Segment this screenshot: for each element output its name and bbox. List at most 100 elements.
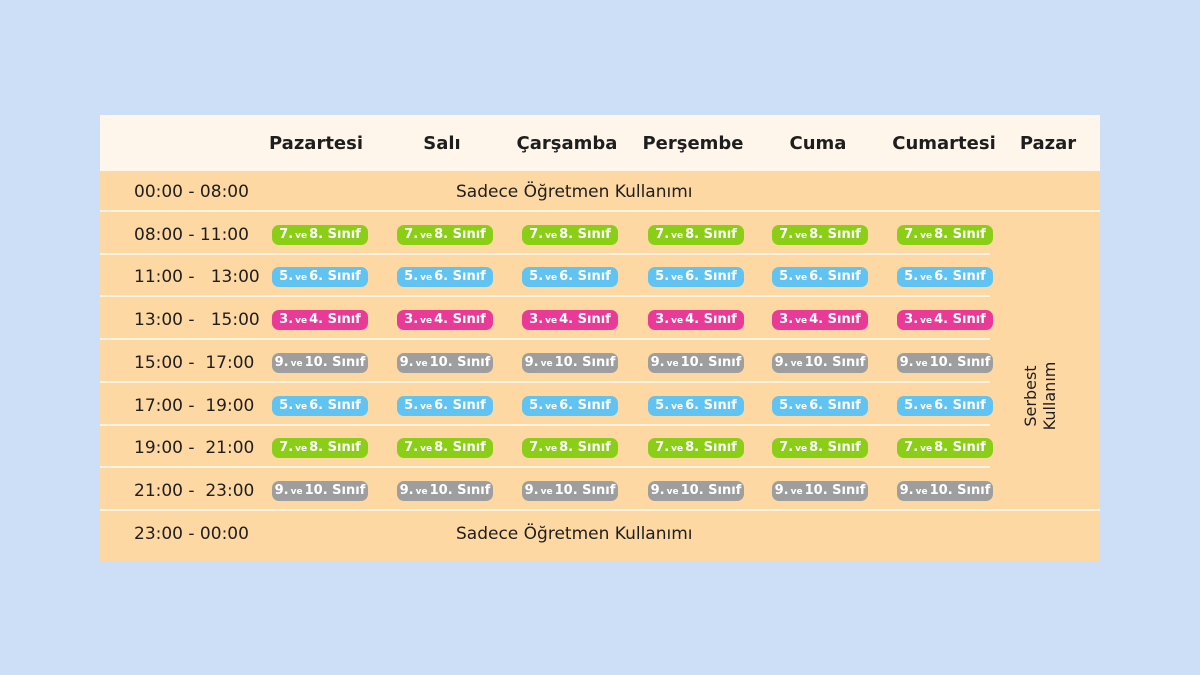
day-header-friday: Cuma [789,133,847,154]
class-badge-first-grade: 5. [779,397,794,413]
class-badge-conjunction: ve [671,273,684,284]
class-badge-second-grade: 4. Sınıf [934,312,986,328]
class-badge-first-grade: 7. [279,226,294,242]
class-badge-conjunction: ve [795,273,808,284]
class-badge-conjunction: ve [795,444,808,455]
day-header-saturday: Cumartesi [892,133,996,154]
class-badge: 7. ve 8. Sınıf [772,224,868,245]
class-badge-second-grade: 8. Sınıf [309,440,361,456]
class-badge: 5. ve 6. Sınıf [272,395,368,416]
class-badge-second-grade: 8. Sınıf [559,440,611,456]
class-badge-second-grade: 8. Sınıf [309,226,361,242]
class-badge-second-grade: 4. Sınıf [559,312,611,328]
class-badge-second-grade: 8. Sınıf [434,226,486,242]
class-badge-conjunction: ve [666,358,679,369]
class-badge: 9. ve 10. Sınıf [397,352,493,373]
class-badge-first-grade: 3. [279,312,294,328]
class-badge-first-grade: 9. [524,354,539,370]
class-badge: 5. ve 6. Sınıf [272,267,368,288]
class-badge-second-grade: 10. Sınıf [680,482,742,498]
class-badge-second-grade: 8. Sınıf [809,226,861,242]
class-badge: 7. ve 8. Sınıf [272,224,368,245]
class-badge-conjunction: ve [795,401,808,412]
time-slot-label: 13:00 - 15:00 [134,310,260,331]
class-badge-first-grade: 5. [404,397,419,413]
class-badge-conjunction: ve [545,273,558,284]
class-badge-first-grade: 7. [779,440,794,456]
time-slot-label: 15:00 - 17:00 [134,352,255,373]
class-badge-second-grade: 10. Sınıf [804,354,866,370]
class-badge-conjunction: ve [920,273,933,284]
class-badge-conjunction: ve [545,316,558,327]
class-badge-second-grade: 10. Sınıf [304,354,366,370]
class-badge-conjunction: ve [671,401,684,412]
class-badge-second-grade: 6. Sınıf [434,269,486,285]
class-badge: 7. ve 8. Sınıf [648,438,744,459]
class-badge-second-grade: 8. Sınıf [809,440,861,456]
time-slot-label: 17:00 - 19:00 [134,395,255,416]
class-badge-second-grade: 6. Sınıf [809,269,861,285]
class-badge-second-grade: 10. Sınıf [554,354,616,370]
class-badge-first-grade: 7. [655,440,670,456]
class-badge-second-grade: 6. Sınıf [559,269,611,285]
class-badge: 9. ve 10. Sınıf [897,480,993,501]
day-header-monday: Pazartesi [268,133,364,154]
class-badge: 5. ve 6. Sınıf [397,267,493,288]
schedule-row: 21:00 - 23:00 9. ve 10. Sınıf 9. ve 10. Sınıf 9… [100,470,1100,511]
class-badge: 9. ve 10. Sınıf [648,352,744,373]
class-badge-conjunction: ve [920,316,933,327]
class-badge-second-grade: 10. Sınıf [929,354,991,370]
class-badge-second-grade: 6. Sınıf [434,397,486,413]
class-badge-conjunction: ve [540,358,553,369]
time-slot-label: 08:00 - 11:00 [134,224,249,245]
class-badge-second-grade: 6. Sınıf [309,397,361,413]
class-badge-first-grade: 5. [655,397,670,413]
class-badge-second-grade: 4. Sınıf [809,312,861,328]
class-badge-first-grade: 5. [655,269,670,285]
class-badge-conjunction: ve [420,444,433,455]
class-badge-first-grade: 9. [524,482,539,498]
class-badge-first-grade: 9. [399,482,414,498]
time-slot-label: 21:00 - 23:00 [134,480,255,501]
class-badge-first-grade: 3. [655,312,670,328]
class-badge: 9. ve 10. Sınıf [772,480,868,501]
schedule-table: Pazartesi Salı Çarşamba Perşembe Cuma Cu… [100,115,1100,561]
class-badge-first-grade: 9. [650,354,665,370]
day-header-wednesday: Çarşamba [516,133,618,154]
schedule-row: 08:00 - 11:00 7. ve 8. Sınıf 7. ve 8. Sınıf 7. v… [100,214,1100,255]
class-badge: 9. ve 10. Sınıf [397,480,493,501]
class-badge-first-grade: 7. [904,440,919,456]
class-badge-second-grade: 6. Sınıf [685,397,737,413]
class-badge-first-grade: 9. [899,354,914,370]
class-badge: 5. ve 6. Sınıf [772,267,868,288]
class-badge-first-grade: 5. [279,269,294,285]
class-badge-second-grade: 6. Sınıf [934,269,986,285]
class-badge-conjunction: ve [671,444,684,455]
class-badge: 9. ve 10. Sınıf [648,480,744,501]
class-badge-conjunction: ve [915,358,928,369]
class-badge-first-grade: 7. [655,226,670,242]
class-badge-conjunction: ve [295,230,308,241]
day-header-sunday: Pazar [1019,133,1077,154]
class-badge-first-grade: 9. [899,482,914,498]
day-header-thursday: Perşembe [642,133,744,154]
class-badge: 9. ve 10. Sınıf [272,352,368,373]
class-badge-second-grade: 8. Sınıf [434,440,486,456]
class-badge: 5. ve 6. Sınıf [648,267,744,288]
class-badge: 5. ve 6. Sınıf [897,395,993,416]
class-badge-conjunction: ve [915,486,928,497]
class-badge: 9. ve 10. Sınıf [272,480,368,501]
teacher-only-note: Sadece Öğretmen Kullanımı [456,182,693,202]
class-badge: 7. ve 8. Sınıf [522,438,618,459]
class-badge: 7. ve 8. Sınıf [522,224,618,245]
class-badge-conjunction: ve [295,444,308,455]
class-badge-first-grade: 5. [904,397,919,413]
class-badge-first-grade: 7. [529,440,544,456]
sunday-note-line2: Kullanım [1040,361,1059,431]
class-badge-first-grade: 9. [774,482,789,498]
class-badge-conjunction: ve [295,273,308,284]
class-badge: 7. ve 8. Sınıf [897,224,993,245]
schedule-row: 13:00 - 15:00 3. ve 4. Sınıf 3. ve 4. Sınıf 3. v… [100,299,1100,341]
class-badge-first-grade: 7. [529,226,544,242]
class-badge-conjunction: ve [795,230,808,241]
